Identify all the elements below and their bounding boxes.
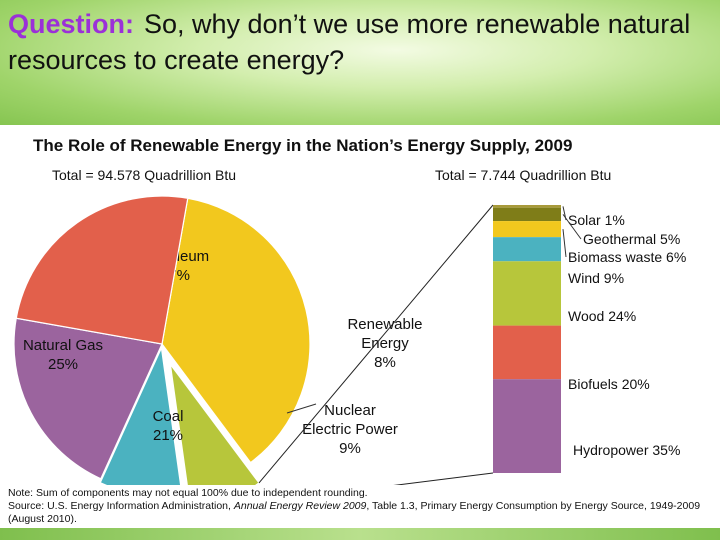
bar-total-label: Total = 7.744 Quadrillion Btu (435, 167, 611, 183)
source-prefix: Source: U.S. Energy Information Administ… (8, 500, 234, 512)
pie-label-renewable-energy-name: Renewable (347, 316, 422, 333)
bar-label-wind: Wind 9% (568, 270, 624, 286)
pie-label-coal-value: 21% (153, 427, 183, 444)
question-label: Question: (8, 9, 134, 39)
bar-leader-biomass-waste (562, 229, 567, 258)
pie-label-natural-gas-value: 25% (48, 356, 78, 373)
pie-slice-coal (13, 317, 163, 480)
footnotes: Note: Sum of components may not equal 10… (8, 487, 708, 526)
bar-label-wood: Wood 24% (568, 308, 636, 324)
source-suffix: , Table 1.3, Primary Energy Consumption … (8, 500, 701, 525)
pie-label-natural-gas-name: Natural Gas (23, 337, 103, 354)
chart-area: The Role of Renewable Energy in the Nati… (0, 125, 720, 512)
energy-chart: The Role of Renewable Energy in the Nati… (13, 136, 686, 512)
source-title: Annual Energy Review 2009 (233, 500, 367, 512)
pie-label-renewable-energy-name: Energy (361, 335, 409, 352)
stacked-bar: Solar 1% Geothermal 5% Biomass waste 6% Win… (493, 205, 686, 473)
pie-chart: Petroleum37%RenewableEnergy8%NuclearElec… (13, 195, 423, 512)
pie-label-nuclear-electric-power-name: Nuclear (324, 402, 376, 419)
chart-title: The Role of Renewable Energy in the Nati… (33, 136, 572, 155)
connector-line-top (258, 204, 494, 484)
footer-strip (0, 528, 720, 540)
pie-label-renewable-energy-value: 8% (374, 354, 396, 371)
pie-label-nuclear-electric-power-value: 9% (339, 440, 361, 457)
bar-label-biomass-waste: Biomass waste 6% (568, 249, 686, 265)
slide-question: Question: So, why don’t we use more renew… (8, 6, 708, 78)
bar-segment-biofuels (493, 325, 561, 380)
bar-segment-geothermal (493, 207, 561, 222)
pie-slice-petroleum (161, 197, 311, 464)
pie-label-nuclear-electric-power-name: Electric Power (302, 421, 398, 438)
bar-label-geothermal: Geothermal 5% (583, 231, 680, 247)
bar-segment-wood (493, 261, 561, 326)
nuclear-leader-line (286, 403, 317, 414)
bar-label-hydropower: Hydropower 35% (573, 442, 680, 458)
source-line: Source: U.S. Energy Information Administ… (8, 500, 708, 526)
pie-label-coal-name: Coal (153, 408, 184, 425)
pie-slice-natural-gas (15, 195, 189, 345)
question-text: So, why don’t we use more renewable natu… (8, 9, 691, 75)
note-line: Note: Sum of components may not equal 10… (8, 487, 368, 499)
bar-segment-biomass-waste (493, 221, 561, 238)
bar-segment-hydropower (493, 379, 561, 473)
bar-label-solar: Solar 1% (568, 212, 625, 228)
bar-segment-wind (493, 237, 561, 262)
bar-leader-geothermal (562, 214, 582, 240)
pie-total-label: Total = 94.578 Quadrillion Btu (52, 167, 236, 183)
bar-label-biofuels: Biofuels 20% (568, 376, 650, 392)
header-banner (0, 0, 720, 125)
bar-segment-solar (493, 205, 561, 208)
